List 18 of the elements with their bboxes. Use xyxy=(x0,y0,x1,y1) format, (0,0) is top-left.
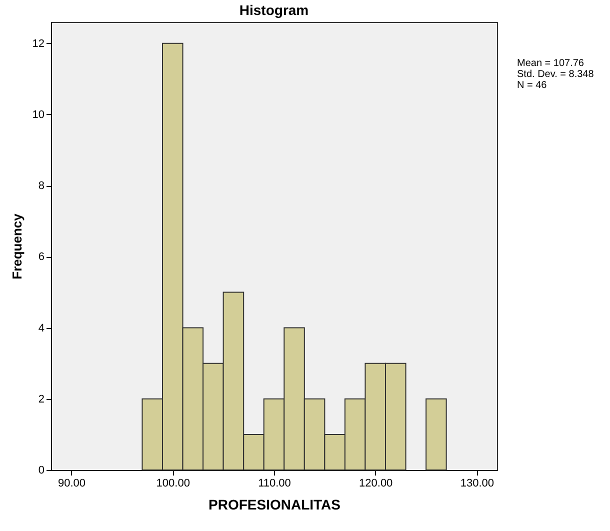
x-tick-label: 120.00 xyxy=(359,478,393,490)
x-tick-label: 130.00 xyxy=(460,478,494,490)
y-tick-label: 12 xyxy=(32,38,44,50)
y-tick-label: 10 xyxy=(32,108,44,121)
y-tick-label: 0 xyxy=(38,464,44,476)
y-tick-label: 8 xyxy=(38,180,44,192)
chart-title: Histogram xyxy=(239,2,309,18)
x-tick-label: 100.00 xyxy=(156,478,190,490)
y-tick-label: 6 xyxy=(38,251,44,264)
text: N = 46 xyxy=(517,80,548,91)
y-tick-label: 2 xyxy=(38,393,44,406)
x-tick-label: 110.00 xyxy=(258,478,291,490)
y-tick-label: 4 xyxy=(38,322,44,334)
x-axis-title: PROFESIONALITAS xyxy=(208,496,340,512)
text: Std. Dev. = 8.348 xyxy=(517,69,594,80)
y-axis-title: Frequency xyxy=(9,212,24,280)
text: Mean = 107.76 xyxy=(517,58,585,69)
x-tick-label: 90.00 xyxy=(58,478,86,490)
